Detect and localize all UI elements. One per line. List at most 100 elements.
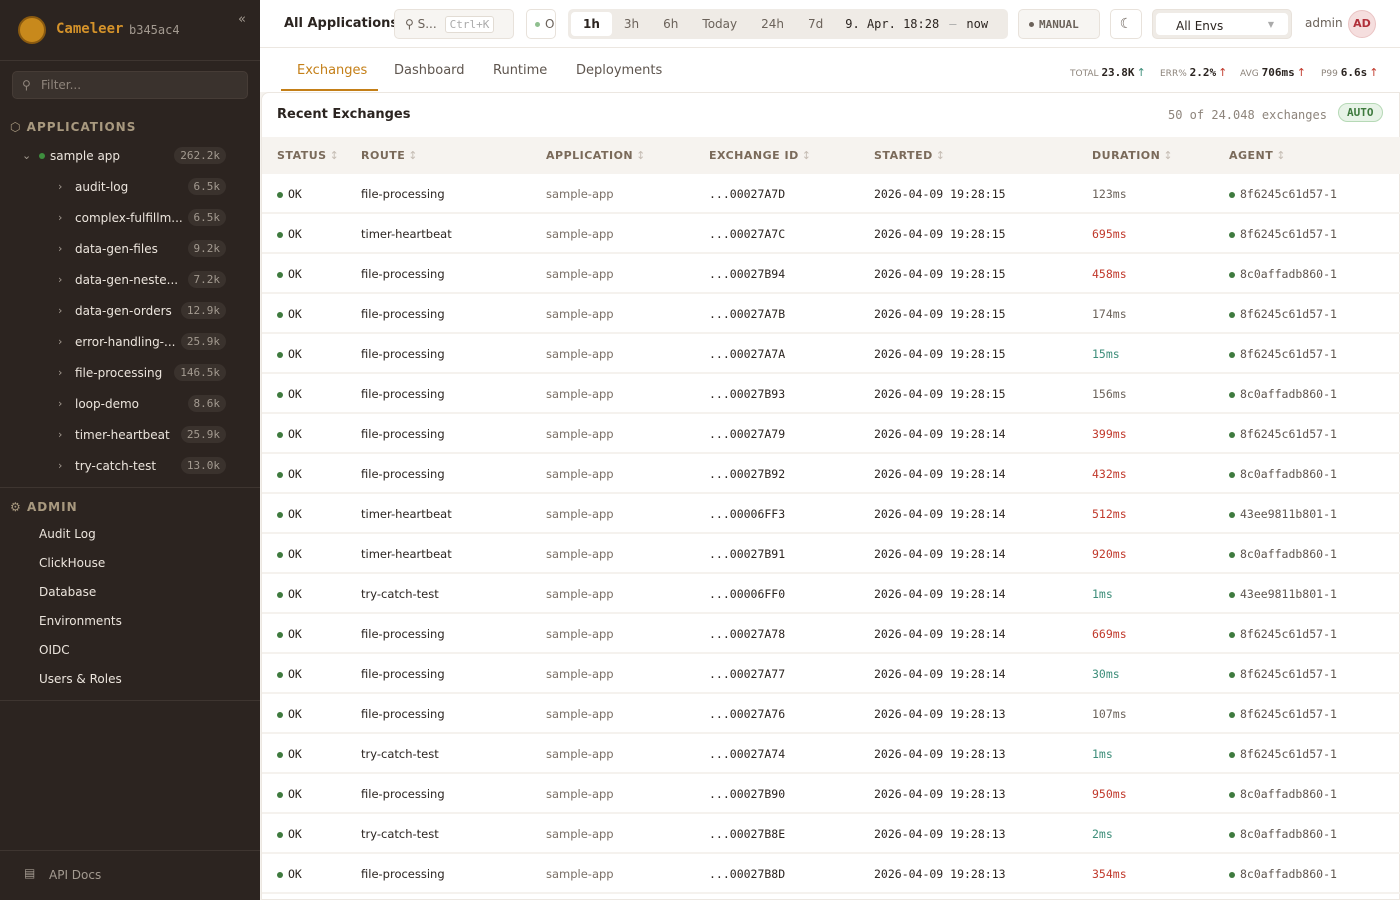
sidebar-admin-item[interactable]: Database (39, 585, 97, 599)
agent-status-dot (1229, 271, 1235, 278)
table-row[interactable]: OK try-catch-test sample-app ...00027A74 202… (262, 734, 1400, 774)
status-dot (277, 471, 283, 478)
sidebar-route-item[interactable]: › error-handling-... 25.9k (0, 326, 260, 357)
refresh-mode-label: MANUAL (1039, 17, 1079, 31)
time-range-today[interactable]: Today (702, 17, 738, 31)
time-range-6h[interactable]: 6h (663, 17, 679, 31)
cell-route: file-processing (361, 667, 445, 681)
cell-agent: 8f6245c61d57-1 (1229, 347, 1337, 361)
exchange-id-text: ...00027A78 (709, 627, 786, 641)
filter-input[interactable]: ⚲ Filter... (12, 71, 248, 99)
sidebar-admin-item[interactable]: Environments (39, 614, 122, 628)
cell-application: sample-app (546, 627, 614, 641)
cell-exchange-id: ...00027B92 (709, 467, 785, 481)
chevron-down-icon: ▼ (1267, 20, 1274, 29)
table-row[interactable]: OK try-catch-test sample-app ...00027B8E 202… (262, 814, 1400, 854)
table-row[interactable]: OK file-processing sample-app ...00027B90 20… (262, 774, 1400, 814)
column-header-started[interactable]: STARTED ↕ (874, 149, 945, 162)
route-label: audit-log (75, 179, 129, 194)
sidebar-admin-item[interactable]: ClickHouse (39, 556, 106, 570)
time-range-1h[interactable]: 1h (571, 12, 612, 36)
user-avatar[interactable]: AD (1348, 10, 1376, 38)
time-range-7d[interactable]: 7d (808, 17, 824, 31)
started-text: 2026-04-09 19:28:14 (874, 667, 1006, 681)
column-header-route[interactable]: ROUTE ↕ (361, 149, 418, 162)
column-header-status[interactable]: STATUS ↕ (277, 149, 339, 162)
cell-application: sample-app (546, 227, 614, 241)
table-row[interactable]: OK file-processing sample-app ...00027A7D 20… (262, 174, 1400, 214)
status-dot (277, 391, 283, 398)
sidebar-admin-item[interactable]: Audit Log (39, 527, 96, 541)
sidebar-route-item[interactable]: › audit-log 6.5k (0, 171, 260, 202)
auto-refresh-badge[interactable]: AUTO (1338, 103, 1383, 122)
sidebar-route-item[interactable]: › complex-fulfillm... 6.5k (0, 202, 260, 233)
column-header-application[interactable]: APPLICATION ↕ (546, 149, 646, 162)
table-row[interactable]: OK file-processing sample-app ...00027B93 20… (262, 374, 1400, 414)
sidebar-admin-item[interactable]: Users & Roles (39, 672, 122, 686)
cell-agent: 8f6245c61d57-1 (1229, 427, 1337, 441)
arrow-up-icon: ↑ (1218, 66, 1228, 79)
sidebar-route-item[interactable]: › data-gen-neste... 7.2k (0, 264, 260, 295)
sidebar-route-item[interactable]: › loop-demo 8.6k (0, 388, 260, 419)
divider (0, 850, 260, 851)
table-row[interactable]: OK file-processing sample-app ...00027B92 20… (262, 454, 1400, 494)
column-header-exchange-id[interactable]: EXCHANGE ID ↕ (709, 149, 811, 162)
column-header-agent[interactable]: AGENT ↕ (1229, 149, 1286, 162)
tab-exchanges[interactable]: Exchanges (297, 63, 368, 78)
sidebar-route-item[interactable]: › timer-heartbeat 25.9k (0, 419, 260, 450)
table-row[interactable]: OK file-processing sample-app ...00027B8D 20… (262, 854, 1400, 894)
agent-text: 8c0affadb860-1 (1240, 787, 1337, 801)
status-indicator[interactable]: O (526, 9, 556, 39)
refresh-mode-button[interactable]: MANUAL (1018, 9, 1100, 39)
sidebar-route-item[interactable]: › file-processing 146.5k (0, 357, 260, 388)
environment-value: All Envs (1176, 19, 1224, 33)
cell-duration: 354ms (1092, 867, 1127, 881)
table-row[interactable]: OK timer-heartbeat sample-app ...00006FF3 20… (262, 494, 1400, 534)
table-row[interactable]: OK try-catch-test sample-app ...00006FF0 202… (262, 574, 1400, 614)
table-row[interactable]: OK file-processing sample-app ...00027A7A 20… (262, 334, 1400, 374)
application-text: sample-app (546, 747, 614, 761)
time-range-3h[interactable]: 3h (623, 17, 640, 31)
table-row[interactable]: OK file-processing sample-app ...00027A79 20… (262, 414, 1400, 454)
status-text: OK (288, 307, 302, 321)
kpi-avg: AVG 706ms ↑ (1240, 66, 1306, 79)
sidebar-admin-item[interactable]: OIDC (39, 643, 70, 657)
started-text: 2026-04-09 19:28:13 (874, 747, 1006, 761)
sidebar-route-item[interactable]: › data-gen-orders 12.9k (0, 295, 260, 326)
search-button[interactable]: ⚲ S... Ctrl+K (394, 9, 514, 39)
status-label: O (545, 17, 555, 31)
cell-agent: 8f6245c61d57-1 (1229, 667, 1337, 681)
collapse-sidebar-icon[interactable]: « (238, 12, 246, 27)
environment-select[interactable]: All Envs ▼ (1152, 9, 1292, 39)
status-text: OK (288, 267, 302, 281)
cell-started: 2026-04-09 19:28:15 (874, 387, 1006, 401)
cell-status: OK (277, 667, 302, 681)
table-row[interactable]: OK file-processing sample-app ...00027A77 20… (262, 654, 1400, 694)
theme-toggle-moon-icon[interactable]: ☾ (1110, 9, 1142, 39)
table-row[interactable]: OK timer-heartbeat sample-app ...00027B91 20… (262, 534, 1400, 574)
column-label: STARTED (874, 149, 933, 162)
sort-icon: ↕ (636, 149, 646, 162)
range-to[interactable]: now (966, 17, 989, 31)
sidebar-route-item[interactable]: › data-gen-files 9.2k (0, 233, 260, 264)
column-header-duration[interactable]: DURATION ↕ (1092, 149, 1173, 162)
table-row[interactable]: OK timer-heartbeat sample-app ...00027A7C 20… (262, 214, 1400, 254)
sidebar-route-item[interactable]: › try-catch-test 13.0k (0, 450, 260, 481)
application-text: sample-app (546, 307, 614, 321)
status-text: OK (288, 827, 302, 841)
route-count: 6.5k (187, 209, 226, 226)
time-range-24h[interactable]: 24h (761, 17, 784, 31)
table-row[interactable]: OK file-processing sample-app ...00027B94 20… (262, 254, 1400, 294)
table-row[interactable]: OK file-processing sample-app ...00027A7B 20… (262, 294, 1400, 334)
cell-application: sample-app (546, 667, 614, 681)
table-row[interactable]: OK file-processing sample-app ...00027A78 20… (262, 614, 1400, 654)
table-row[interactable]: OK file-processing sample-app ...00027A76 20… (262, 694, 1400, 734)
tab-dashboard[interactable]: Dashboard (394, 63, 465, 78)
api-docs-link[interactable]: API Docs (49, 868, 102, 882)
sidebar-app-sample-app[interactable]: ⌄ sample app 262.2k (0, 140, 260, 171)
mode-dot (1029, 21, 1034, 27)
cell-started: 2026-04-09 19:28:14 (874, 467, 1006, 481)
range-from[interactable]: 9. Apr. 18:28 (845, 17, 940, 31)
tab-deployments[interactable]: Deployments (576, 63, 663, 78)
tab-runtime[interactable]: Runtime (493, 63, 548, 78)
